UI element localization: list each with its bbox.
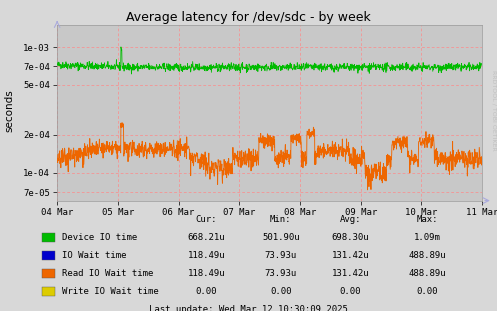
Text: 131.42u: 131.42u <box>331 251 369 260</box>
Text: 0.00: 0.00 <box>195 287 217 296</box>
Text: 0.00: 0.00 <box>339 287 361 296</box>
Text: 488.89u: 488.89u <box>409 251 446 260</box>
Text: RRDTOOL / TOBI OETIKER: RRDTOOL / TOBI OETIKER <box>491 70 496 151</box>
Text: Write IO Wait time: Write IO Wait time <box>62 287 159 296</box>
Text: 118.49u: 118.49u <box>187 251 225 260</box>
Text: Average latency for /dev/sdc - by week: Average latency for /dev/sdc - by week <box>126 11 371 24</box>
Text: 698.30u: 698.30u <box>331 233 369 242</box>
Text: Max:: Max: <box>416 215 438 224</box>
Text: seconds: seconds <box>4 89 14 132</box>
Text: 73.93u: 73.93u <box>265 269 297 278</box>
Text: 0.00: 0.00 <box>416 287 438 296</box>
Text: Avg:: Avg: <box>339 215 361 224</box>
Text: 1.09m: 1.09m <box>414 233 441 242</box>
Text: 668.21u: 668.21u <box>187 233 225 242</box>
Text: Cur:: Cur: <box>195 215 217 224</box>
Text: Last update: Wed Mar 12 10:30:09 2025: Last update: Wed Mar 12 10:30:09 2025 <box>149 305 348 311</box>
Text: IO Wait time: IO Wait time <box>62 251 127 260</box>
Text: 488.89u: 488.89u <box>409 269 446 278</box>
Text: 73.93u: 73.93u <box>265 251 297 260</box>
Text: Read IO Wait time: Read IO Wait time <box>62 269 154 278</box>
Text: 501.90u: 501.90u <box>262 233 300 242</box>
Text: Min:: Min: <box>270 215 292 224</box>
Text: 131.42u: 131.42u <box>331 269 369 278</box>
Text: Device IO time: Device IO time <box>62 233 137 242</box>
Text: 118.49u: 118.49u <box>187 269 225 278</box>
Text: 0.00: 0.00 <box>270 287 292 296</box>
